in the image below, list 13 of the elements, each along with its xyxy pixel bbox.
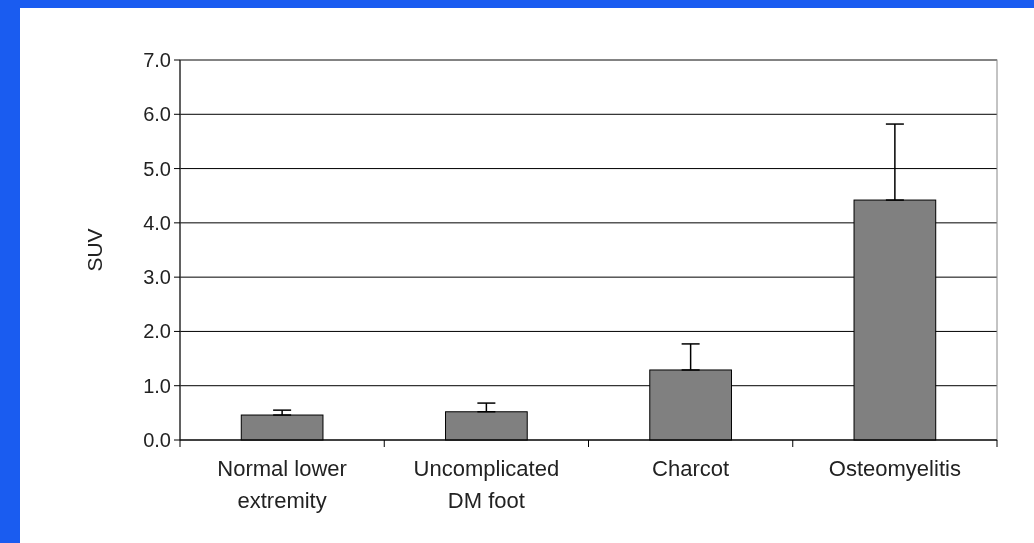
y-tick-label: 1.0 [143,374,171,397]
x-tick-label: Osteomyelitis [828,456,961,481]
x-tick-label: Uncomplicated DM foot [413,456,560,513]
y-tick-label: 2.0 [143,320,171,343]
y-tick-label: 0.0 [143,429,171,451]
y-tick-label: 4.0 [143,211,171,234]
y-tick-label: 6.0 [143,103,171,126]
y-tick-label: 7.0 [143,49,171,71]
x-tick-label: Charcot [652,456,730,481]
y-tick-label: 5.0 [143,157,171,180]
y-tick-label: 3.0 [143,266,171,289]
x-tick-label: Normal lower extremity [217,456,347,513]
y-axis-title: SUV [83,228,106,272]
